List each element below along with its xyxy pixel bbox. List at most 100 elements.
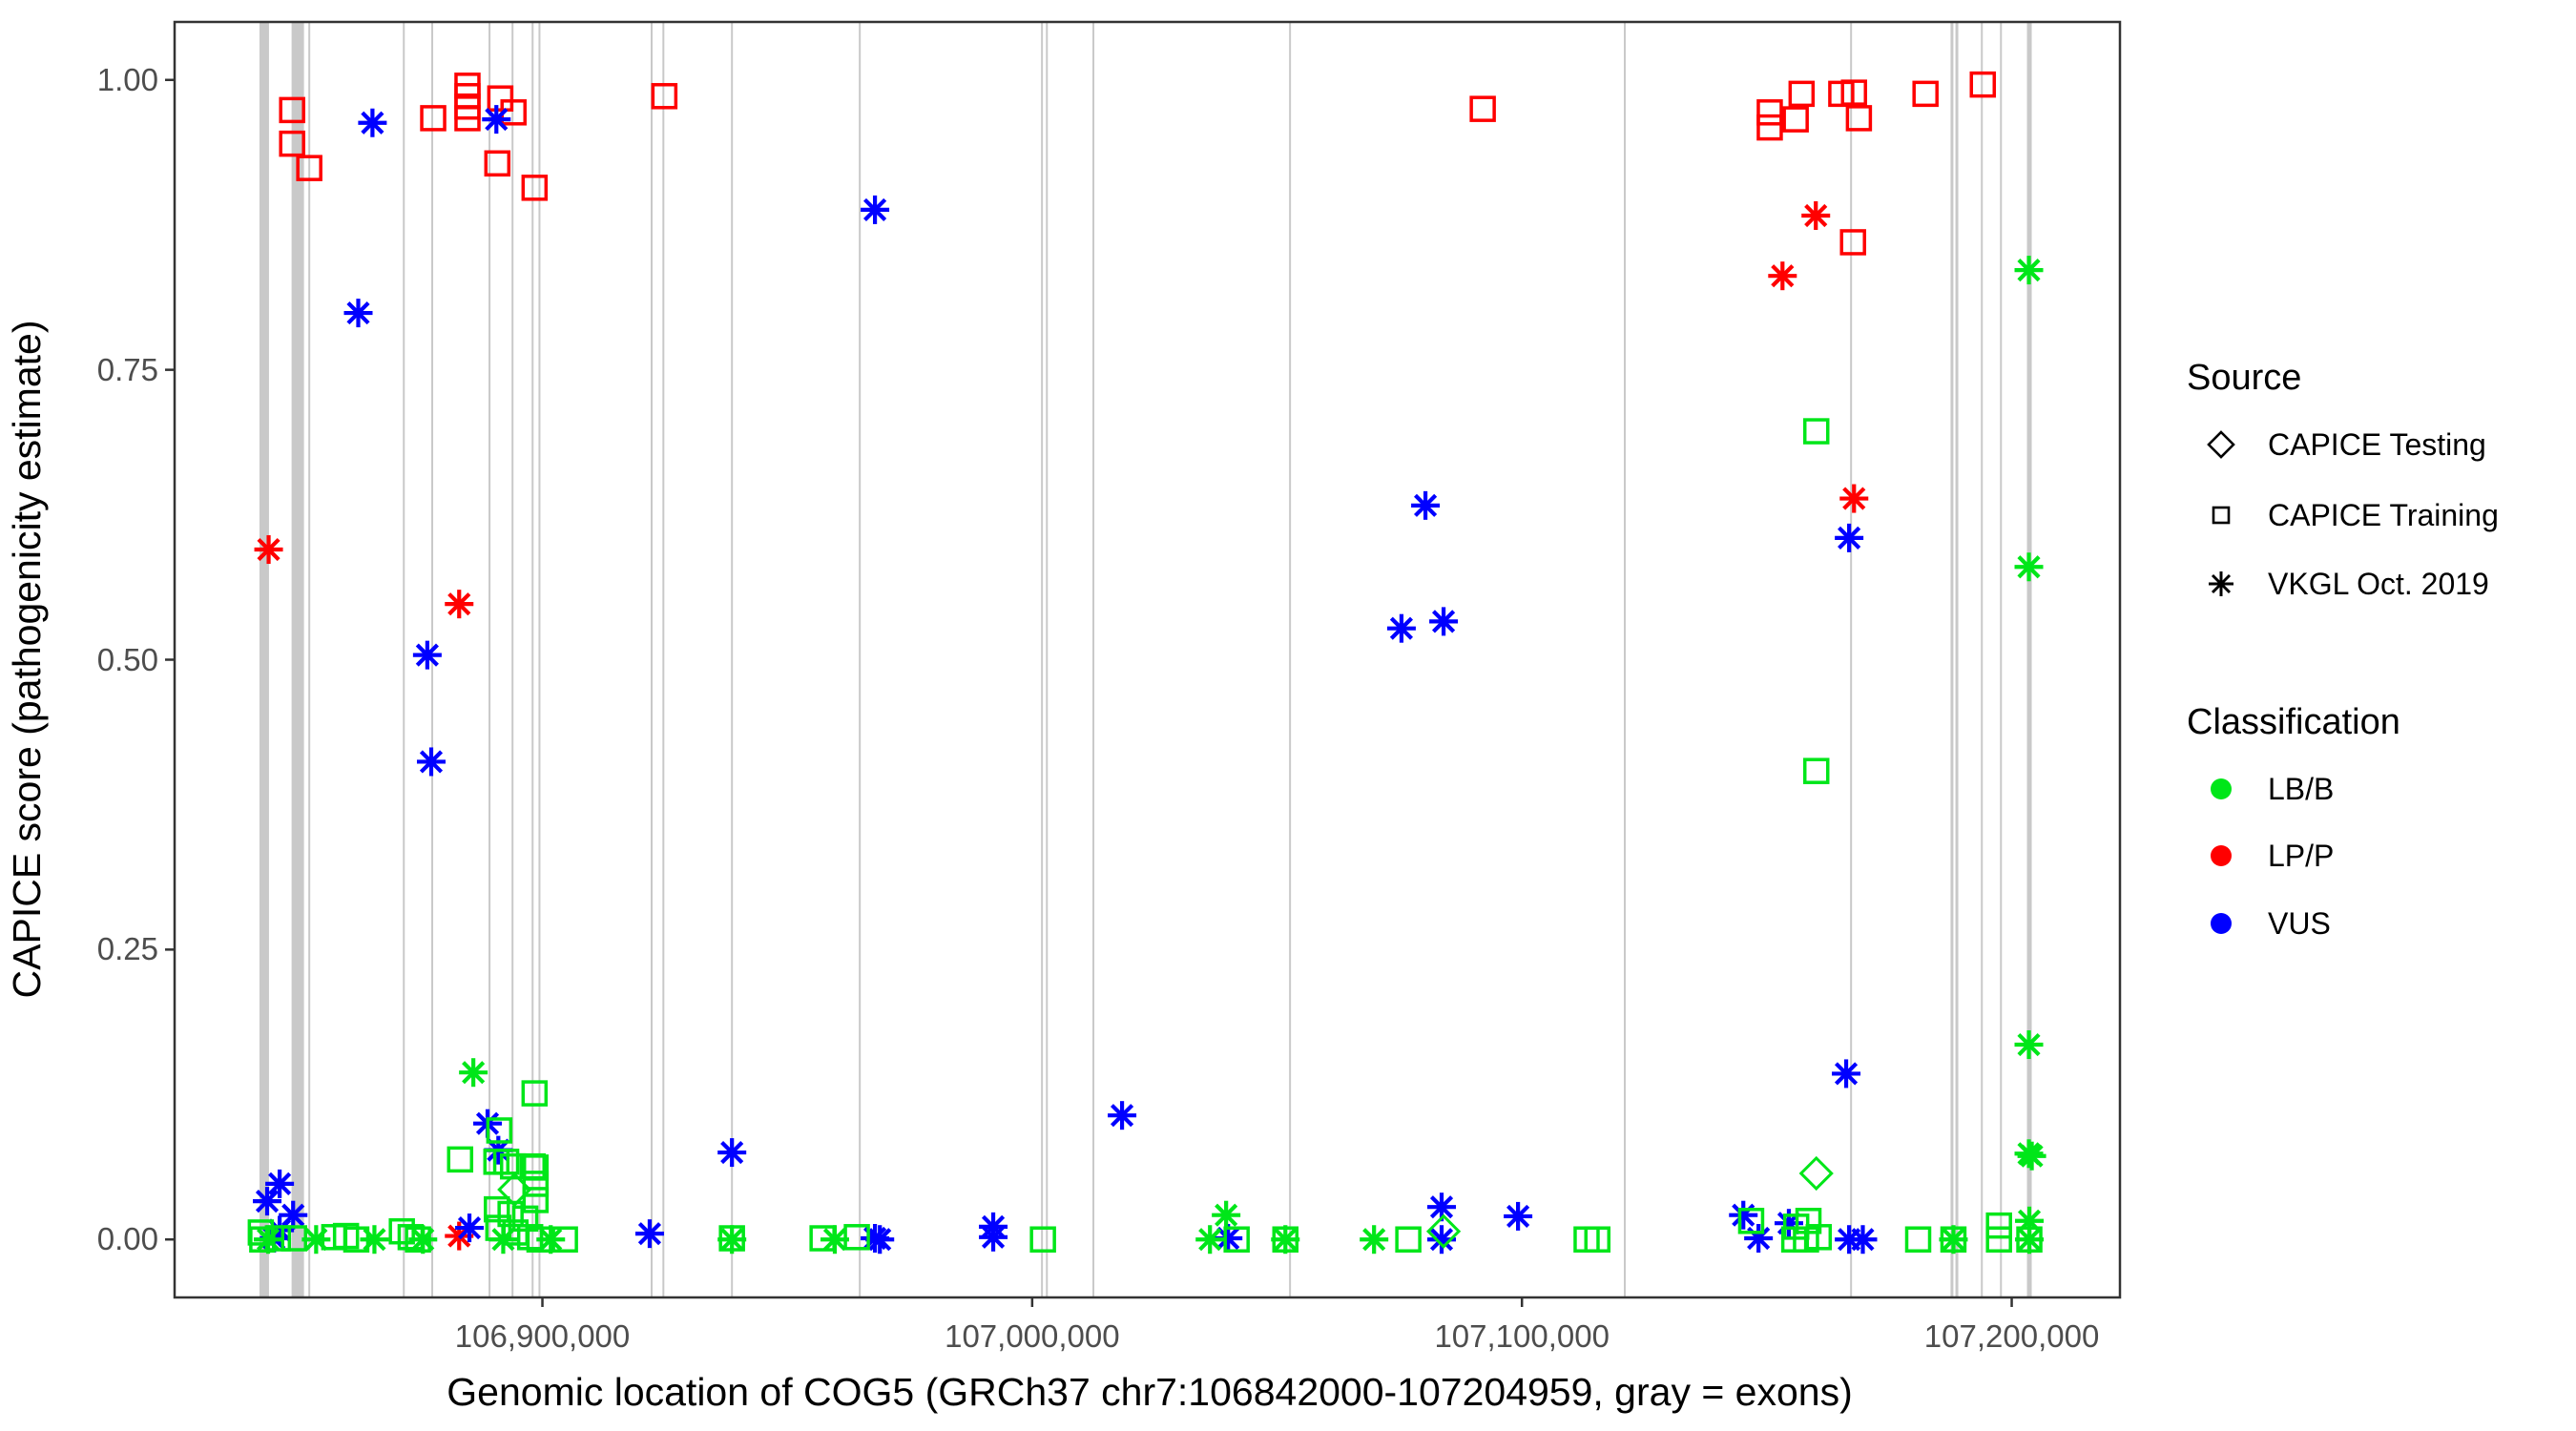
point-asterisk xyxy=(254,535,283,565)
exon-stripe xyxy=(1289,23,1292,1296)
point-asterisk xyxy=(861,195,890,224)
exon-stripe xyxy=(531,23,534,1296)
point-square xyxy=(1985,1212,2012,1239)
point-square xyxy=(522,1154,550,1181)
exon-stripe xyxy=(488,23,491,1296)
legend-classification-title: Classification xyxy=(2187,702,2400,742)
point-asterisk xyxy=(1835,523,1864,552)
point-asterisk xyxy=(717,1138,747,1168)
point-square xyxy=(484,1195,510,1223)
point-square xyxy=(521,175,549,201)
point-square xyxy=(1756,99,1783,126)
point-asterisk xyxy=(343,299,373,328)
point-square xyxy=(447,1146,474,1173)
point-diamond xyxy=(1425,1213,1462,1249)
point-asterisk xyxy=(358,108,387,137)
point-square xyxy=(420,105,447,132)
exon-stripe xyxy=(1624,23,1627,1296)
point-square xyxy=(1584,1226,1611,1253)
exon-stripe xyxy=(2000,23,2003,1296)
point-asterisk xyxy=(1195,1225,1225,1255)
point-square xyxy=(279,130,305,157)
point-asterisk xyxy=(445,590,474,619)
dot-icon xyxy=(2211,913,2232,934)
point-asterisk xyxy=(2014,1030,2044,1060)
exon-stripe xyxy=(2026,23,2032,1296)
plot-panel-border xyxy=(173,20,2122,1299)
point-asterisk xyxy=(1729,1200,1758,1230)
point-square xyxy=(1223,1226,1250,1253)
point-square xyxy=(651,83,678,110)
point-asterisk xyxy=(2014,552,2044,582)
point-asterisk xyxy=(865,1225,895,1255)
point-square xyxy=(1802,757,1830,784)
point-asterisk xyxy=(717,1225,747,1255)
exon-stripe xyxy=(538,23,541,1296)
point-asterisk xyxy=(1386,613,1416,643)
point-asterisk xyxy=(408,1225,438,1255)
point-diamond xyxy=(1798,1155,1834,1192)
x-tick-label: 107,000,000 xyxy=(945,1318,1120,1354)
point-asterisk xyxy=(254,1225,283,1255)
point-square xyxy=(1805,1224,1833,1251)
point-square xyxy=(484,150,511,177)
x-tick-label: 107,100,000 xyxy=(1434,1318,1610,1354)
asterisk-icon xyxy=(2209,571,2233,596)
point-asterisk xyxy=(1801,200,1831,230)
point-square xyxy=(296,155,322,181)
point-square xyxy=(516,1224,544,1251)
point-asterisk xyxy=(979,1222,1008,1252)
point-square xyxy=(486,1117,513,1144)
point-square xyxy=(1969,71,1997,98)
exon-stripe xyxy=(403,23,405,1296)
exon-stripe xyxy=(1850,23,1853,1296)
point-square xyxy=(1845,105,1873,132)
exon-stripe xyxy=(259,23,269,1296)
point-square xyxy=(1756,114,1783,141)
point-square xyxy=(1469,95,1496,122)
point-square xyxy=(454,105,481,132)
point-asterisk xyxy=(536,1225,566,1255)
point-asterisk xyxy=(360,1225,389,1255)
point-square xyxy=(487,85,514,112)
x-tick-label: 106,900,000 xyxy=(454,1318,631,1354)
point-asterisk xyxy=(1768,261,1797,291)
exon-stripe xyxy=(291,23,304,1296)
exon-stripe xyxy=(1981,23,1984,1296)
point-square xyxy=(1802,418,1830,445)
x-axis-title: Genomic location of COG5 (GRCh37 chr7:10… xyxy=(447,1370,1853,1414)
point-asterisk xyxy=(1504,1201,1533,1231)
exon-stripe xyxy=(1046,23,1049,1296)
point-asterisk xyxy=(1108,1101,1137,1130)
legend-source-title: Source xyxy=(2187,358,2302,398)
point-asterisk xyxy=(634,1219,664,1249)
point-square xyxy=(1029,1226,1056,1253)
point-asterisk xyxy=(1839,484,1869,513)
exon-stripe xyxy=(662,23,665,1296)
point-asterisk xyxy=(482,105,511,135)
point-asterisk xyxy=(1939,1225,1968,1255)
point-square xyxy=(1904,1226,1932,1253)
point-asterisk xyxy=(1411,490,1441,520)
point-square xyxy=(1788,80,1816,108)
point-asterisk xyxy=(1212,1200,1241,1230)
dot-icon xyxy=(2211,845,2232,866)
legend-item-label: CAPICE Training xyxy=(2268,498,2499,532)
exon-stripe xyxy=(1955,23,1959,1296)
point-asterisk xyxy=(265,1169,295,1198)
point-asterisk xyxy=(459,1058,488,1088)
point-square xyxy=(1985,1226,2012,1253)
y-tick-label: 1.00 xyxy=(96,61,158,97)
x-tick-label: 107,200,000 xyxy=(1923,1318,2100,1354)
point-asterisk xyxy=(488,1225,518,1255)
legend-item-label: VUS xyxy=(2268,906,2331,941)
point-square xyxy=(1737,1208,1765,1234)
point-asterisk xyxy=(1744,1224,1774,1254)
point-diamond xyxy=(497,1172,532,1208)
exon-stripe xyxy=(1092,23,1095,1296)
point-square xyxy=(521,1080,549,1107)
diamond-icon xyxy=(2207,430,2235,459)
point-square xyxy=(1782,106,1809,133)
